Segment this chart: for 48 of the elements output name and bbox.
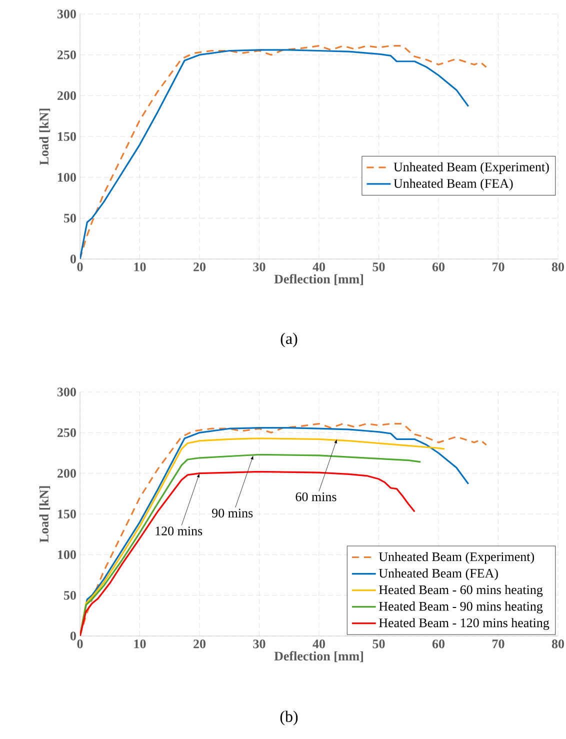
y-axis-title: Load [kN] [39,108,50,165]
x-tick-label: 0 [77,262,83,272]
x-tick-label: 20 [194,262,206,272]
legend-label: Unheated Beam (FEA) [394,178,513,190]
text: (a) [280,332,298,348]
y-tick-label: 0 [70,632,76,640]
annotation: 120 mins [156,526,202,536]
x-tick-label: 70 [492,640,504,648]
y-tick-label: 200 [58,91,76,100]
x-tick-label: 70 [492,262,504,272]
y-tick-label: 250 [58,50,76,60]
x-tick-label: 50 [372,262,385,272]
x-axis-title: Deflection [mm] [274,651,363,662]
x-tick-label: 30 [253,640,266,648]
legend-label: Heated Beam - 120 mins heating [379,618,550,630]
y-axis-title: Load [kN] [39,486,50,542]
x-tick-label: 10 [134,640,146,648]
y-tick-label: 50 [64,590,76,600]
y-tick-label: 50 [64,214,76,223]
x-tick-label: 10 [134,262,146,272]
y-tick-label: 300 [57,388,76,396]
x-tick-label: 80 [552,262,564,272]
legend-label: Unheated Beam (FEA) [378,568,498,580]
y-tick-label: 250 [58,428,76,438]
annotation: 90 mins [212,508,253,518]
x-tick-label: 50 [372,640,385,648]
legend-label: Unheated Beam (Experiment) [378,552,534,564]
x-tick-label: 60 [432,640,444,648]
x-tick-label: 40 [312,640,326,648]
text: (b) [280,710,298,726]
y-tick-label: 300 [57,10,76,18]
y-tick-label: 0 [70,254,76,264]
x-axis-title: Deflection [mm] [274,274,363,286]
y-tick-label: 150 [58,132,76,141]
legend-label: Unheated Beam (Experiment) [394,162,549,174]
x-tick-label: 80 [552,640,564,648]
legend-label: Heated Beam - 90 mins heating [379,602,543,614]
x-tick-label: 0 [77,640,83,648]
x-tick-label: 20 [194,640,206,648]
legend-label: Heated Beam - 60 mins heating [379,585,543,597]
annotation: 60 mins [296,492,336,502]
x-tick-label: 40 [312,262,326,272]
y-tick-label: 150 [58,510,76,518]
y-tick-label: 100 [58,172,76,182]
y-tick-label: 200 [58,468,76,478]
y-tick-label: 100 [58,550,76,560]
x-tick-label: 30 [253,262,266,272]
x-tick-label: 60 [432,262,444,272]
